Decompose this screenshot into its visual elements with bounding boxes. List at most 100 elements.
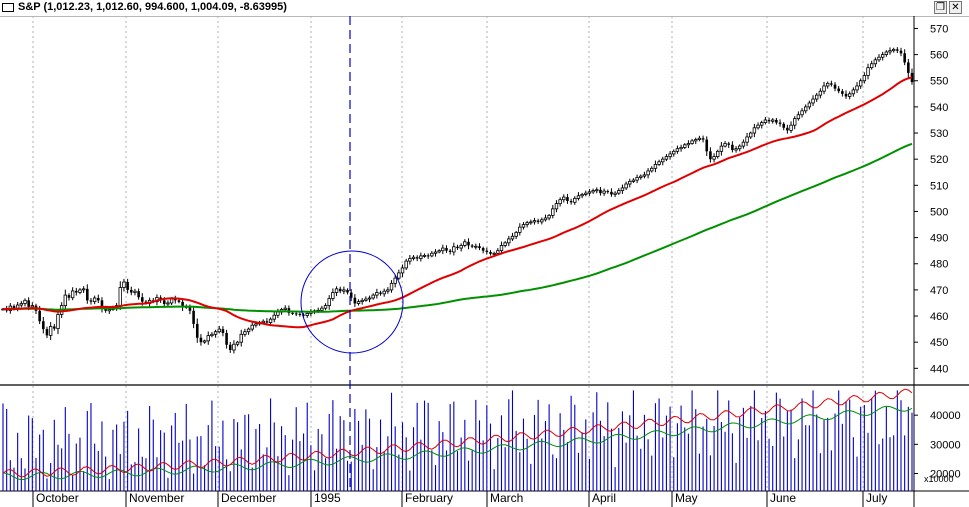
price-bar-body: [320, 307, 324, 311]
price-bar-body: [877, 56, 881, 61]
price-bar: [591, 188, 595, 194]
price-bar-body: [433, 251, 438, 254]
price-bar: [75, 287, 78, 296]
price-bar: [756, 122, 760, 130]
price-bar-body: [606, 191, 610, 193]
price-bar-body: [456, 246, 459, 249]
price-bar-body: [903, 53, 906, 63]
price-bar: [749, 131, 753, 139]
price-bar: [818, 88, 823, 99]
price-bar-body: [562, 196, 566, 201]
price-bar: [478, 243, 481, 251]
price-bar: [873, 57, 878, 68]
price-bar-body: [177, 300, 181, 302]
price-bar: [830, 80, 833, 87]
restore-button[interactable]: ❐: [934, 1, 947, 14]
price-bar: [441, 244, 445, 255]
price-bar: [562, 194, 566, 203]
price-bar-body: [107, 309, 111, 312]
price-bar-body: [642, 174, 647, 177]
price-bar-body: [195, 323, 199, 338]
price-bar-body: [697, 137, 702, 140]
moving-average-slow-line: [3, 142, 913, 313]
price-bar-body: [899, 50, 903, 54]
price-bar-body: [749, 132, 753, 138]
price-bar: [525, 220, 529, 228]
price-bar: [584, 190, 588, 197]
price-bar: [235, 340, 240, 347]
price-bar-body: [620, 187, 625, 191]
price-volume-chart[interactable]: October November December 1995 February March…: [0, 16, 969, 507]
price-bar-body: [723, 143, 727, 147]
price-bar: [389, 280, 394, 293]
price-bar: [437, 249, 441, 254]
price-bar: [356, 299, 361, 306]
x-tick-label: March: [490, 491, 523, 505]
price-bar-body: [254, 323, 258, 326]
price-bar-body: [481, 248, 485, 251]
price-bar-body: [543, 217, 548, 221]
price-bar: [323, 303, 328, 311]
price-bar-body: [334, 288, 339, 293]
price-bar: [89, 298, 93, 305]
price-bar: [96, 294, 100, 303]
price-bar: [276, 308, 280, 319]
price-bar-body: [452, 246, 456, 253]
price-bar: [334, 286, 339, 297]
price-bar-body: [807, 102, 812, 108]
price-bar: [891, 47, 896, 53]
price-bar: [250, 321, 254, 332]
price-bar: [639, 174, 643, 180]
price-bar: [353, 294, 357, 307]
price-bar-body: [719, 145, 724, 152]
price-bar: [331, 288, 335, 301]
price-bar-body: [690, 140, 694, 144]
price-bar: [419, 252, 423, 262]
price-bar-body: [389, 282, 394, 291]
price-bar-body: [855, 85, 859, 91]
price-bar: [415, 255, 419, 262]
price-bar: [745, 132, 749, 147]
price-bar: [566, 193, 569, 204]
price-bar-body: [235, 341, 240, 345]
price-bar-body: [521, 224, 526, 228]
price-bar-body: [617, 190, 621, 194]
price-bar-body: [45, 329, 49, 336]
price-bar-body: [683, 144, 687, 148]
price-bar-body: [169, 298, 174, 304]
price-bar: [778, 119, 782, 127]
price-bar: [877, 54, 881, 62]
price-bar: [246, 327, 251, 335]
price-bar: [342, 286, 346, 295]
price-bar: [173, 295, 177, 304]
price-bar: [723, 141, 727, 148]
price-bar-body: [404, 260, 408, 269]
x-tick-label: May: [675, 491, 698, 505]
price-bar: [126, 278, 129, 294]
price-bar: [613, 191, 617, 198]
price-bar-body: [246, 328, 251, 333]
price-bar-body: [701, 138, 705, 140]
price-bar: [445, 245, 448, 253]
price-bar-body: [478, 246, 481, 249]
price-bar-body: [375, 292, 379, 296]
volume-bars: [2, 390, 913, 491]
price-bar: [650, 166, 654, 173]
price-bar-body: [360, 299, 364, 303]
price-bar: [367, 295, 372, 303]
price-bar-body: [631, 179, 636, 182]
price-bar-body: [738, 145, 742, 150]
price-bar: [470, 243, 474, 249]
close-button[interactable]: ✕: [949, 1, 962, 14]
price-bar: [411, 255, 416, 261]
price-bar-body: [86, 288, 89, 301]
price-axis-label: 510: [930, 180, 948, 192]
highlight-circle: [300, 250, 404, 354]
price-bar-body: [70, 290, 75, 299]
price-bar: [53, 323, 56, 331]
price-axis-label: 440: [930, 363, 948, 375]
price-bar: [232, 340, 236, 354]
price-bar: [210, 332, 214, 338]
price-bar-body: [437, 250, 441, 253]
price-bar-body: [379, 292, 382, 294]
